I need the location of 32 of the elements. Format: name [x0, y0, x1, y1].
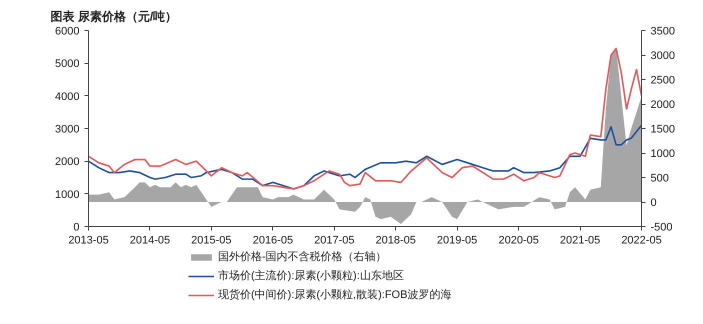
x-tick-label: 2015-05 — [191, 234, 232, 246]
y-tick-label: 5000 — [55, 58, 80, 70]
x-tick-label: 2016-05 — [252, 234, 294, 246]
x-tick-label: 2013-05 — [68, 234, 109, 246]
x-tick-label: 2020-05 — [498, 234, 539, 246]
x-tick-label: 2021-05 — [560, 234, 600, 246]
x-tick-label: 2018-05 — [376, 234, 416, 246]
x-tick-label: 2019-05 — [436, 234, 478, 246]
y2-tick-label: 500 — [650, 172, 669, 184]
y-tick-label: 0 — [73, 222, 80, 234]
x-tick-label: 2014-05 — [130, 234, 170, 246]
legend-label: 国外价格-国内不含税价格（右轴） — [218, 250, 388, 264]
x-tick-label: 2017-05 — [314, 234, 354, 246]
legend-label: 市场价(主流价):尿素(小颗粒):山东地区 — [218, 268, 405, 283]
y-tick-label: 4000 — [55, 90, 80, 103]
legend-label: 现货价(中间价):尿素(小颗粒,散装):FOB波罗的海 — [218, 288, 452, 302]
y-tick-label: 6000 — [55, 26, 80, 38]
x-tick-label: 2022-05 — [621, 234, 662, 246]
y2-tick-label: 2000 — [650, 99, 675, 111]
y2-tick-label: 1000 — [650, 148, 675, 160]
line-series — [88, 48, 642, 190]
y-tick-label: 2000 — [55, 156, 80, 168]
y-tick-label: 3000 — [55, 124, 80, 136]
y2-tick-label: -500 — [650, 222, 673, 234]
y2-tick-label: 3500 — [650, 26, 675, 38]
y2-tick-label: 0 — [650, 197, 657, 209]
y2-tick-label: 3000 — [650, 50, 675, 62]
y2-tick-label: 1500 — [650, 124, 675, 136]
y-tick-label: 1000 — [55, 188, 80, 201]
y2-tick-label: 2500 — [650, 74, 675, 86]
line-series — [88, 124, 642, 190]
chart-title: 图表 尿素价格（元/吨） — [50, 10, 178, 24]
